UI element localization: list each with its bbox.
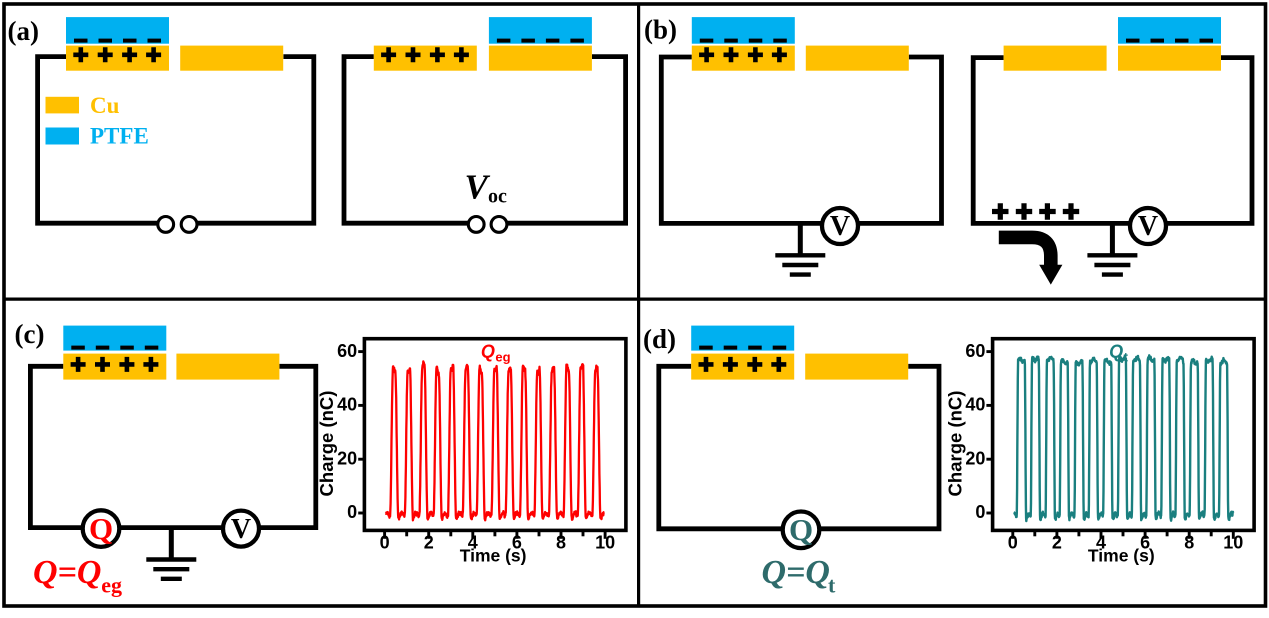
svg-text:(b): (b) — [644, 15, 677, 45]
svg-text:Q=Q: Q=Q — [33, 554, 101, 591]
svg-text:PTFE: PTFE — [90, 123, 149, 148]
svg-text:10: 10 — [1223, 533, 1243, 553]
svg-text:oc: oc — [488, 186, 507, 208]
svg-text:Time (s): Time (s) — [1088, 546, 1155, 566]
svg-text:0: 0 — [975, 502, 985, 522]
svg-text:2: 2 — [424, 533, 434, 553]
svg-text:Time (s): Time (s) — [460, 546, 527, 566]
svg-text:t: t — [1124, 350, 1129, 365]
svg-text:10: 10 — [595, 533, 615, 553]
svg-text:0: 0 — [347, 502, 357, 522]
svg-text:8: 8 — [556, 533, 566, 553]
svg-text:t: t — [828, 573, 836, 598]
svg-text:2: 2 — [1052, 533, 1062, 553]
svg-text:20: 20 — [337, 448, 357, 468]
svg-text:V: V — [1138, 211, 1158, 242]
svg-text:60: 60 — [965, 341, 985, 361]
svg-text:0: 0 — [380, 533, 390, 553]
svg-text:Cu: Cu — [90, 93, 120, 118]
svg-text:20: 20 — [965, 448, 985, 468]
svg-text:6: 6 — [512, 533, 522, 553]
svg-text:Charge (nC): Charge (nC) — [944, 391, 965, 497]
svg-text:Q: Q — [789, 512, 813, 547]
svg-text:Charge (nC): Charge (nC) — [316, 391, 337, 497]
svg-text:4: 4 — [468, 533, 478, 553]
svg-text:0: 0 — [1008, 533, 1018, 553]
svg-text:8: 8 — [1184, 533, 1194, 553]
svg-text:(a): (a) — [8, 16, 39, 46]
svg-text:40: 40 — [337, 395, 357, 415]
svg-text:Q: Q — [481, 342, 495, 362]
svg-text:Q: Q — [1109, 342, 1123, 362]
svg-text:40: 40 — [965, 395, 985, 415]
svg-text:60: 60 — [337, 341, 357, 361]
svg-text:(d): (d) — [643, 324, 676, 354]
svg-text:V: V — [465, 168, 491, 207]
svg-text:4: 4 — [1096, 533, 1106, 553]
svg-text:Q=Q: Q=Q — [762, 554, 830, 591]
svg-text:V: V — [231, 514, 251, 545]
svg-text:V: V — [830, 211, 850, 242]
svg-text:6: 6 — [1140, 533, 1150, 553]
svg-text:(c): (c) — [15, 319, 45, 349]
svg-text:eg: eg — [495, 350, 510, 365]
svg-text:Q: Q — [89, 511, 113, 546]
svg-text:eg: eg — [101, 573, 122, 598]
